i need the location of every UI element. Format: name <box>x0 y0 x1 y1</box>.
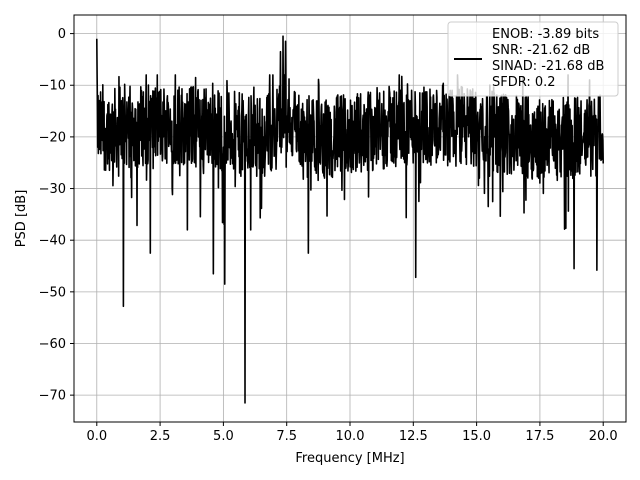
y-tick-label: −30 <box>39 182 66 197</box>
x-tick-label: 10.0 <box>336 429 365 444</box>
y-tick-label: 0 <box>58 27 66 42</box>
y-tick-label: −70 <box>39 389 66 404</box>
legend-entry-enob: ENOB: -3.89 bits <box>492 27 599 42</box>
x-tick-label: 20.0 <box>589 429 618 444</box>
legend-entry-snr: SNR: -21.62 dB <box>492 43 590 58</box>
x-tick-label: 2.5 <box>150 429 171 444</box>
y-tick-label: −60 <box>39 337 66 352</box>
legend-box <box>447 21 619 97</box>
y-tick-label: −50 <box>39 285 66 300</box>
y-tick-label: −10 <box>39 79 66 94</box>
legend: ENOB: -3.89 bits SNR: -21.62 dB SINAD: -… <box>447 21 619 97</box>
psd-series-line <box>95 35 605 404</box>
y-axis: 0 −10 −20 −30 −40 −50 −60 −70 <box>39 27 74 404</box>
y-axis-label: PSD [dB] <box>14 190 29 248</box>
x-axis: 0.0 2.5 5.0 7.5 10.0 12.5 15.0 17.5 20.0 <box>86 422 618 444</box>
x-tick-label: 15.0 <box>462 429 491 444</box>
x-tick-label: 12.5 <box>399 429 428 444</box>
legend-entry-sinad: SINAD: -21.68 dB <box>492 59 604 74</box>
y-tick-label: −40 <box>39 234 66 249</box>
x-tick-label: 5.0 <box>213 429 234 444</box>
legend-entry-sfdr: SFDR: 0.2 <box>492 75 556 90</box>
x-axis-label: Frequency [MHz] <box>295 451 404 466</box>
x-tick-label: 7.5 <box>276 429 297 444</box>
x-tick-label: 17.5 <box>525 429 554 444</box>
series-layer <box>95 35 605 404</box>
x-tick-label: 0.0 <box>86 429 107 444</box>
y-tick-label: −20 <box>39 130 66 145</box>
